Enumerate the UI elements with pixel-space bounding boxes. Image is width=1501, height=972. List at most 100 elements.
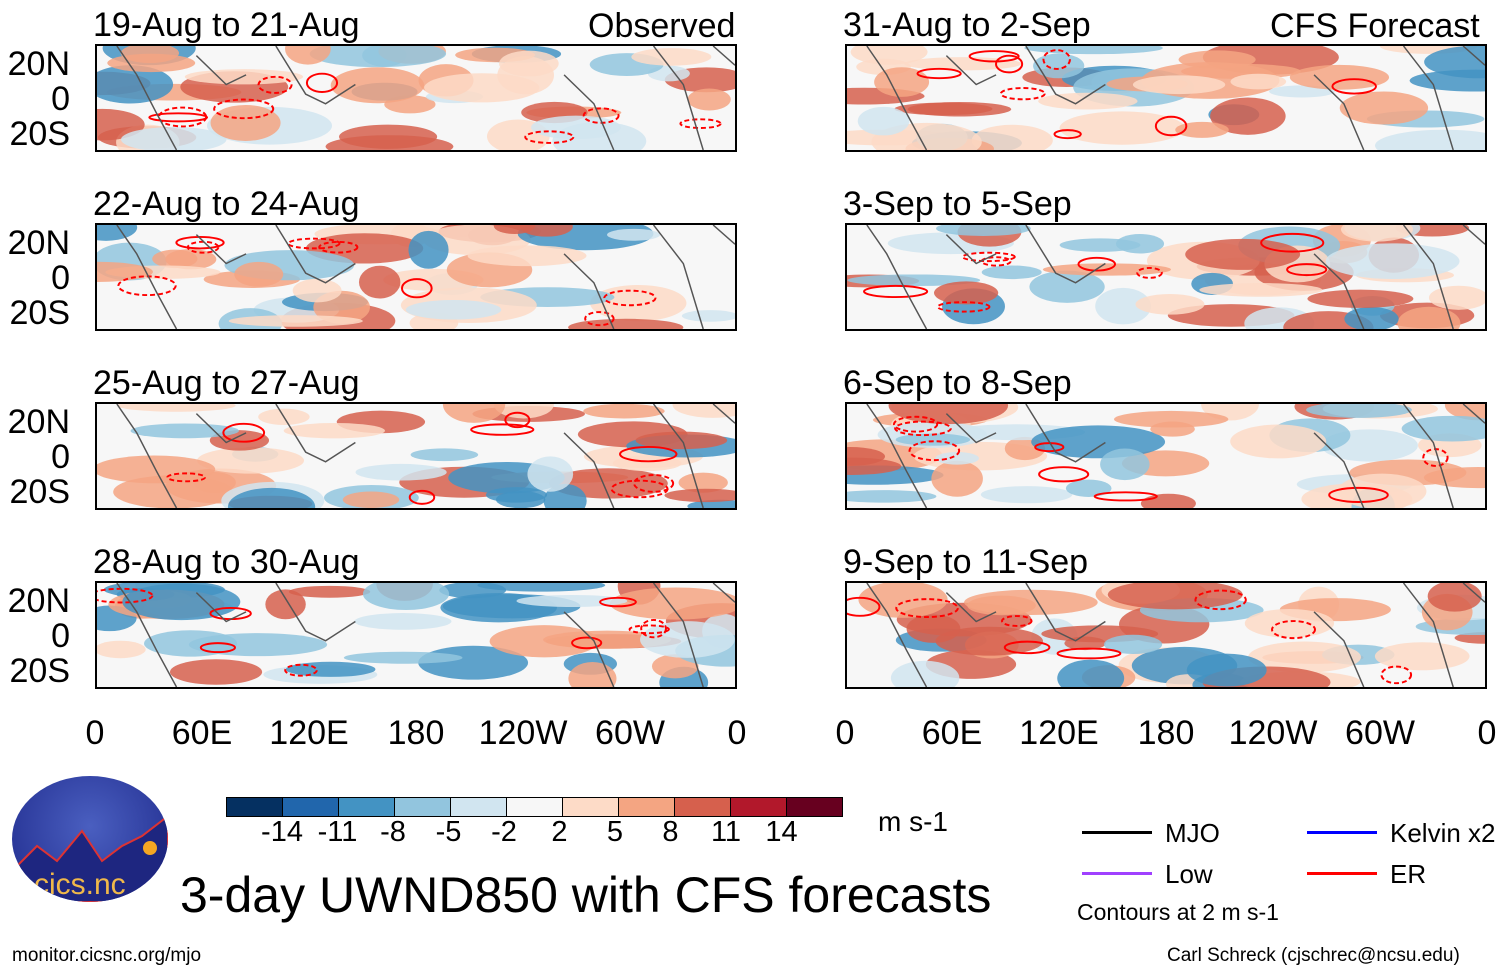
er-contour xyxy=(1380,665,1413,685)
colorbar-tick-label: -8 xyxy=(380,816,406,848)
colorbar-tick-label: 11 xyxy=(710,816,742,848)
anomaly-blob xyxy=(144,630,238,657)
anomaly-blob xyxy=(1306,404,1412,418)
anomaly-blob xyxy=(292,278,342,303)
anomaly-blob xyxy=(1031,425,1166,459)
er-contour xyxy=(287,237,341,250)
er-contour xyxy=(584,311,615,327)
anomaly-blob xyxy=(1116,234,1165,254)
anomaly-blob xyxy=(609,587,735,620)
er-contour xyxy=(199,642,236,654)
map-panel xyxy=(95,44,737,152)
anomaly-blob xyxy=(410,448,479,462)
anomaly-blob xyxy=(888,404,1009,425)
anomaly-blob xyxy=(907,102,1012,117)
anomaly-blob xyxy=(904,57,1022,71)
lon-tick-label: 0 xyxy=(727,714,747,752)
map-panel xyxy=(95,402,737,510)
anomaly-blob xyxy=(1103,634,1163,655)
anomaly-blob xyxy=(1135,294,1205,315)
anomaly-blob xyxy=(285,46,331,65)
er-contour xyxy=(1260,232,1325,253)
anomaly-blob xyxy=(405,299,502,320)
er-contour xyxy=(1093,491,1158,502)
lat-tick-label: 20S xyxy=(9,473,71,511)
anomaly-blob xyxy=(499,50,559,77)
er-contour xyxy=(1053,129,1082,140)
colorbar-swatch xyxy=(451,798,507,816)
anomaly-blob xyxy=(874,67,930,97)
lon-tick-label: 60E xyxy=(171,714,233,752)
colorbar-tick-label: -11 xyxy=(317,816,358,848)
lat-tick-label: 20S xyxy=(9,115,71,153)
lat-tick-label: 20N xyxy=(7,224,70,262)
colorbar-swatch xyxy=(395,798,451,816)
anomaly-blob xyxy=(1065,479,1112,497)
anomaly-blob xyxy=(122,583,241,621)
anomaly-blob xyxy=(408,230,449,269)
anomaly-blob xyxy=(1132,75,1226,95)
anomaly-blob xyxy=(227,487,316,508)
legend-label: Low xyxy=(1165,859,1213,889)
anomaly-blob xyxy=(935,626,1044,656)
anomaly-blob xyxy=(858,583,948,618)
anomaly-blob xyxy=(847,457,902,475)
anomaly-blob xyxy=(980,486,1073,504)
anomaly-blob xyxy=(1175,121,1229,138)
anomaly-blob xyxy=(931,460,983,497)
map-panel xyxy=(95,581,737,689)
er-contour xyxy=(908,440,961,462)
anomaly-blob xyxy=(1140,493,1196,508)
er-contour xyxy=(619,446,678,463)
anomaly-blob xyxy=(631,48,712,66)
map-panel xyxy=(845,402,1487,510)
lat-tick-label: 20N xyxy=(7,403,70,441)
lat-tick-label: 0 xyxy=(51,617,70,655)
er-contour xyxy=(1271,620,1316,640)
figure-title: 3-day UWND850 with CFS forecasts xyxy=(180,867,992,923)
lat-tick-label: 0 xyxy=(51,259,70,297)
lon-tick-label: 60W xyxy=(595,714,665,752)
lat-tick-label: 20N xyxy=(7,45,70,83)
anomaly-blob xyxy=(681,310,735,322)
source-url[interactable]: monitor.cicsnc.org/mjo xyxy=(12,945,202,966)
svg-text:cics.nc: cics.nc xyxy=(34,868,126,901)
anomaly-blob xyxy=(607,228,661,241)
anomaly-blob xyxy=(97,640,146,659)
anomaly-blob xyxy=(1427,583,1482,612)
lat-tick-label: 20S xyxy=(9,652,71,690)
lon-tick-label: 180 xyxy=(1137,714,1195,752)
lat-tick-label: 0 xyxy=(51,438,70,476)
anomaly-blob xyxy=(1374,129,1485,150)
lat-tick-label: 20S xyxy=(9,294,71,332)
lon-tick-label: 120W xyxy=(1228,714,1318,752)
anomaly-blob xyxy=(288,585,371,598)
er-contour xyxy=(610,479,669,499)
legend-line xyxy=(1307,872,1377,875)
anomaly-blob xyxy=(568,662,617,687)
anomaly-blob xyxy=(672,404,735,418)
anomaly-blob xyxy=(1230,73,1287,90)
anomaly-blob xyxy=(1107,583,1243,610)
anomaly-blob xyxy=(355,463,447,481)
er-contour xyxy=(400,278,433,299)
anomaly-blob xyxy=(130,423,239,439)
anomaly-blob xyxy=(467,245,587,267)
er-contour xyxy=(892,415,939,433)
colorbar-swatch xyxy=(563,798,619,816)
anomaly-blob xyxy=(568,318,684,329)
anomaly-blob xyxy=(1033,53,1085,79)
er-contour xyxy=(980,256,1012,267)
anomaly-blob xyxy=(1344,306,1399,329)
map-panel xyxy=(845,44,1487,152)
anomaly-blob xyxy=(1185,238,1301,270)
anomaly-blob xyxy=(362,583,450,611)
anomaly-blob xyxy=(283,422,385,439)
er-contour xyxy=(1331,78,1377,95)
contour-note: Contours at 2 m s-1 xyxy=(1077,899,1279,925)
coastline xyxy=(116,46,735,150)
anomaly-blob xyxy=(847,274,981,287)
anomaly-blob xyxy=(1100,448,1150,481)
anomaly-blob xyxy=(107,53,196,73)
colorbar-swatch xyxy=(731,798,787,816)
